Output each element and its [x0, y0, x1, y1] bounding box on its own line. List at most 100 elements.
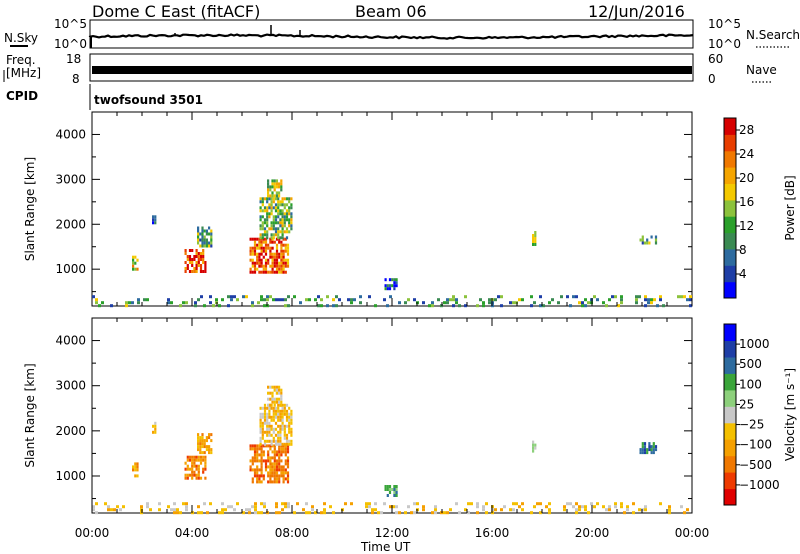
data-cell — [251, 264, 254, 268]
data-cell — [197, 511, 200, 515]
data-cell — [584, 505, 587, 509]
data-cell — [283, 442, 286, 446]
data-cell — [249, 249, 252, 253]
data-cell — [644, 304, 647, 308]
data-cell — [449, 298, 452, 302]
data-cell — [167, 301, 170, 305]
data-cell — [380, 511, 383, 515]
data-cell — [275, 465, 279, 469]
data-cell — [584, 298, 587, 302]
colorbar-frame — [723, 323, 737, 506]
data-cell — [132, 261, 135, 265]
data-cell — [210, 229, 213, 233]
data-cell — [368, 502, 371, 506]
data-cell — [534, 240, 537, 243]
data-cell — [260, 450, 263, 454]
data-cell — [261, 215, 264, 219]
data-cell — [280, 450, 283, 454]
data-cell — [260, 480, 263, 484]
data-cell — [639, 238, 642, 242]
data-cell — [264, 246, 268, 250]
data-cell — [288, 406, 291, 410]
data-cell — [253, 444, 257, 448]
data-cell — [271, 191, 274, 195]
data-cell — [264, 258, 268, 262]
nsearch-label: N.Search — [746, 28, 800, 42]
data-cell — [261, 224, 264, 228]
data-cell — [263, 230, 267, 234]
data-cell — [534, 234, 537, 237]
data-cell — [275, 459, 279, 463]
data-cell — [646, 448, 649, 452]
beam-label: Beam 06 — [355, 2, 427, 21]
data-cell — [422, 505, 425, 509]
data-cell — [290, 221, 293, 225]
data-cell — [482, 301, 485, 305]
data-cell — [249, 447, 252, 451]
data-cell — [274, 221, 278, 225]
data-cell — [275, 462, 279, 466]
data-cell — [654, 445, 658, 449]
data-cell — [140, 505, 143, 509]
data-cell — [253, 456, 257, 460]
data-cell — [302, 508, 305, 512]
data-cell — [532, 240, 535, 243]
data-cell — [92, 508, 95, 512]
data-cell — [280, 182, 283, 186]
data-cell — [452, 298, 455, 302]
data-cell — [275, 267, 279, 271]
data-cell — [251, 468, 254, 472]
data-cell — [249, 252, 252, 256]
data-cell — [208, 226, 211, 230]
data-cell — [251, 249, 254, 253]
data-cell — [271, 450, 274, 454]
data-cell — [273, 258, 276, 262]
data-cell — [638, 508, 641, 512]
data-cell — [210, 235, 213, 239]
data-cell — [259, 197, 262, 201]
data-cell — [262, 267, 265, 271]
data-cell — [195, 261, 198, 264]
data-cell — [275, 471, 279, 475]
data-cell — [272, 427, 275, 431]
data-cell — [251, 258, 254, 262]
y-axis-label: Slant Range [km] — [23, 157, 37, 261]
data-cell — [185, 502, 188, 506]
data-cell — [195, 464, 198, 468]
data-cell — [641, 442, 644, 446]
data-cell — [287, 304, 290, 308]
data-cell — [267, 191, 270, 195]
data-cell — [532, 446, 535, 450]
data-cell — [275, 249, 279, 253]
data-cell — [197, 229, 200, 233]
data-cell — [269, 185, 272, 189]
data-cell — [278, 465, 281, 469]
data-cell — [182, 301, 185, 305]
data-cell — [285, 215, 289, 219]
data-cell — [273, 188, 276, 192]
data-cell — [271, 391, 274, 395]
data-cell — [274, 197, 278, 201]
data-cell — [200, 511, 203, 515]
data-cell — [266, 424, 269, 428]
data-cell — [280, 267, 283, 271]
data-cell — [643, 448, 647, 452]
data-cell — [288, 424, 291, 428]
data-cell — [286, 447, 290, 451]
data-cell — [264, 459, 268, 463]
data-cell — [197, 476, 200, 480]
data-cell — [167, 505, 170, 509]
data-cell — [584, 304, 587, 308]
data-cell — [271, 471, 274, 475]
data-cell — [263, 439, 267, 443]
data-cell — [332, 298, 335, 302]
data-cell — [659, 298, 662, 302]
data-cell — [266, 230, 269, 234]
data-cell — [413, 511, 416, 515]
data-cell — [482, 304, 485, 308]
data-cell — [260, 456, 263, 460]
data-cell — [278, 191, 281, 195]
data-cell — [443, 511, 446, 515]
data-cell — [179, 511, 182, 515]
data-cell — [245, 508, 248, 512]
